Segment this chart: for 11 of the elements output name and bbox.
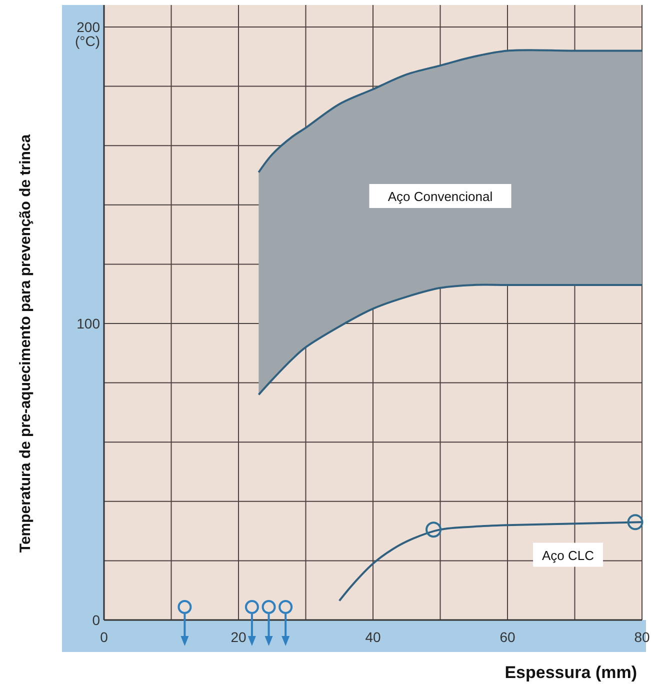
annotation: Aço CLC [542,548,594,563]
y-tick-label: 0 [92,612,100,628]
y-tick-label: 100 [76,316,100,332]
x-tick-label: 60 [500,629,516,645]
x-tick-label: 80 [634,629,650,645]
y-axis-title: Temperatura de pre-aquecimento para prevenção de trinca [17,134,34,553]
x-tick-label: 20 [230,629,246,645]
x-axis-title: Espessura (mm) [504,663,637,682]
annotation: Aço Convencional [388,189,493,204]
x-tick-label: 40 [365,629,381,645]
y-tick-label: 200 (°C) [74,19,100,49]
